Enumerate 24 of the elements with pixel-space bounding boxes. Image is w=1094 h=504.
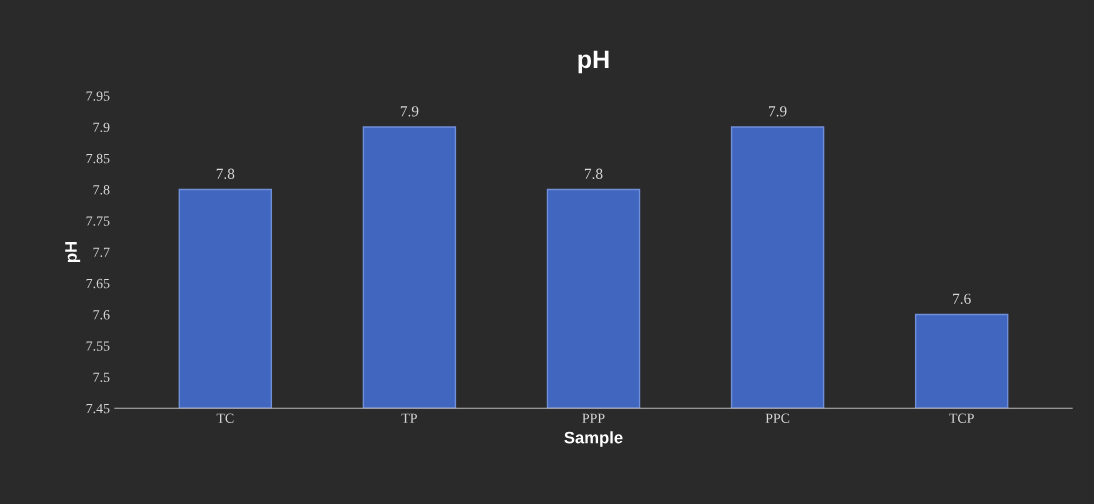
data-label: 7.9	[769, 106, 787, 117]
data-label: 7.8	[584, 168, 603, 179]
x-tick-label: TCP	[949, 413, 974, 423]
x-tick-label: PPC	[765, 413, 790, 423]
data-label: 7.9	[400, 106, 419, 117]
x-tick-label: PPP	[582, 413, 605, 423]
y-tick-label: 7.65	[86, 278, 110, 289]
chart-title: pH	[578, 50, 609, 74]
x-tick-label: TP	[401, 413, 417, 423]
y-tick-label: 7.55	[86, 341, 110, 351]
y-tick-label: 7.75	[86, 216, 110, 226]
y-tick-label: 7.5	[93, 372, 110, 383]
y-tick-label: 7.6	[93, 310, 110, 320]
y-tick-label: 7.85	[86, 153, 110, 164]
x-tick-label: TC	[216, 413, 234, 423]
y-tick-label: 7.95	[86, 91, 110, 101]
data-label: 7.8	[216, 168, 235, 179]
x-axis-title: Sample	[564, 431, 623, 447]
y-tick-label: 7.9	[93, 122, 110, 133]
y-axis-title: pH	[65, 242, 81, 263]
data-label: 7.6	[953, 293, 971, 304]
y-tick-label: 7.45	[86, 403, 110, 414]
y-tick-label: 7.8	[93, 185, 110, 195]
y-tick-label: 7.7	[93, 247, 110, 258]
